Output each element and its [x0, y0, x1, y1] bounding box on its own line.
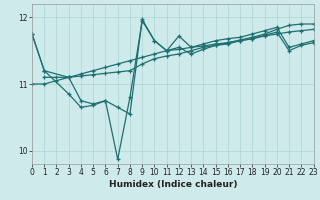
X-axis label: Humidex (Indice chaleur): Humidex (Indice chaleur) [108, 180, 237, 189]
